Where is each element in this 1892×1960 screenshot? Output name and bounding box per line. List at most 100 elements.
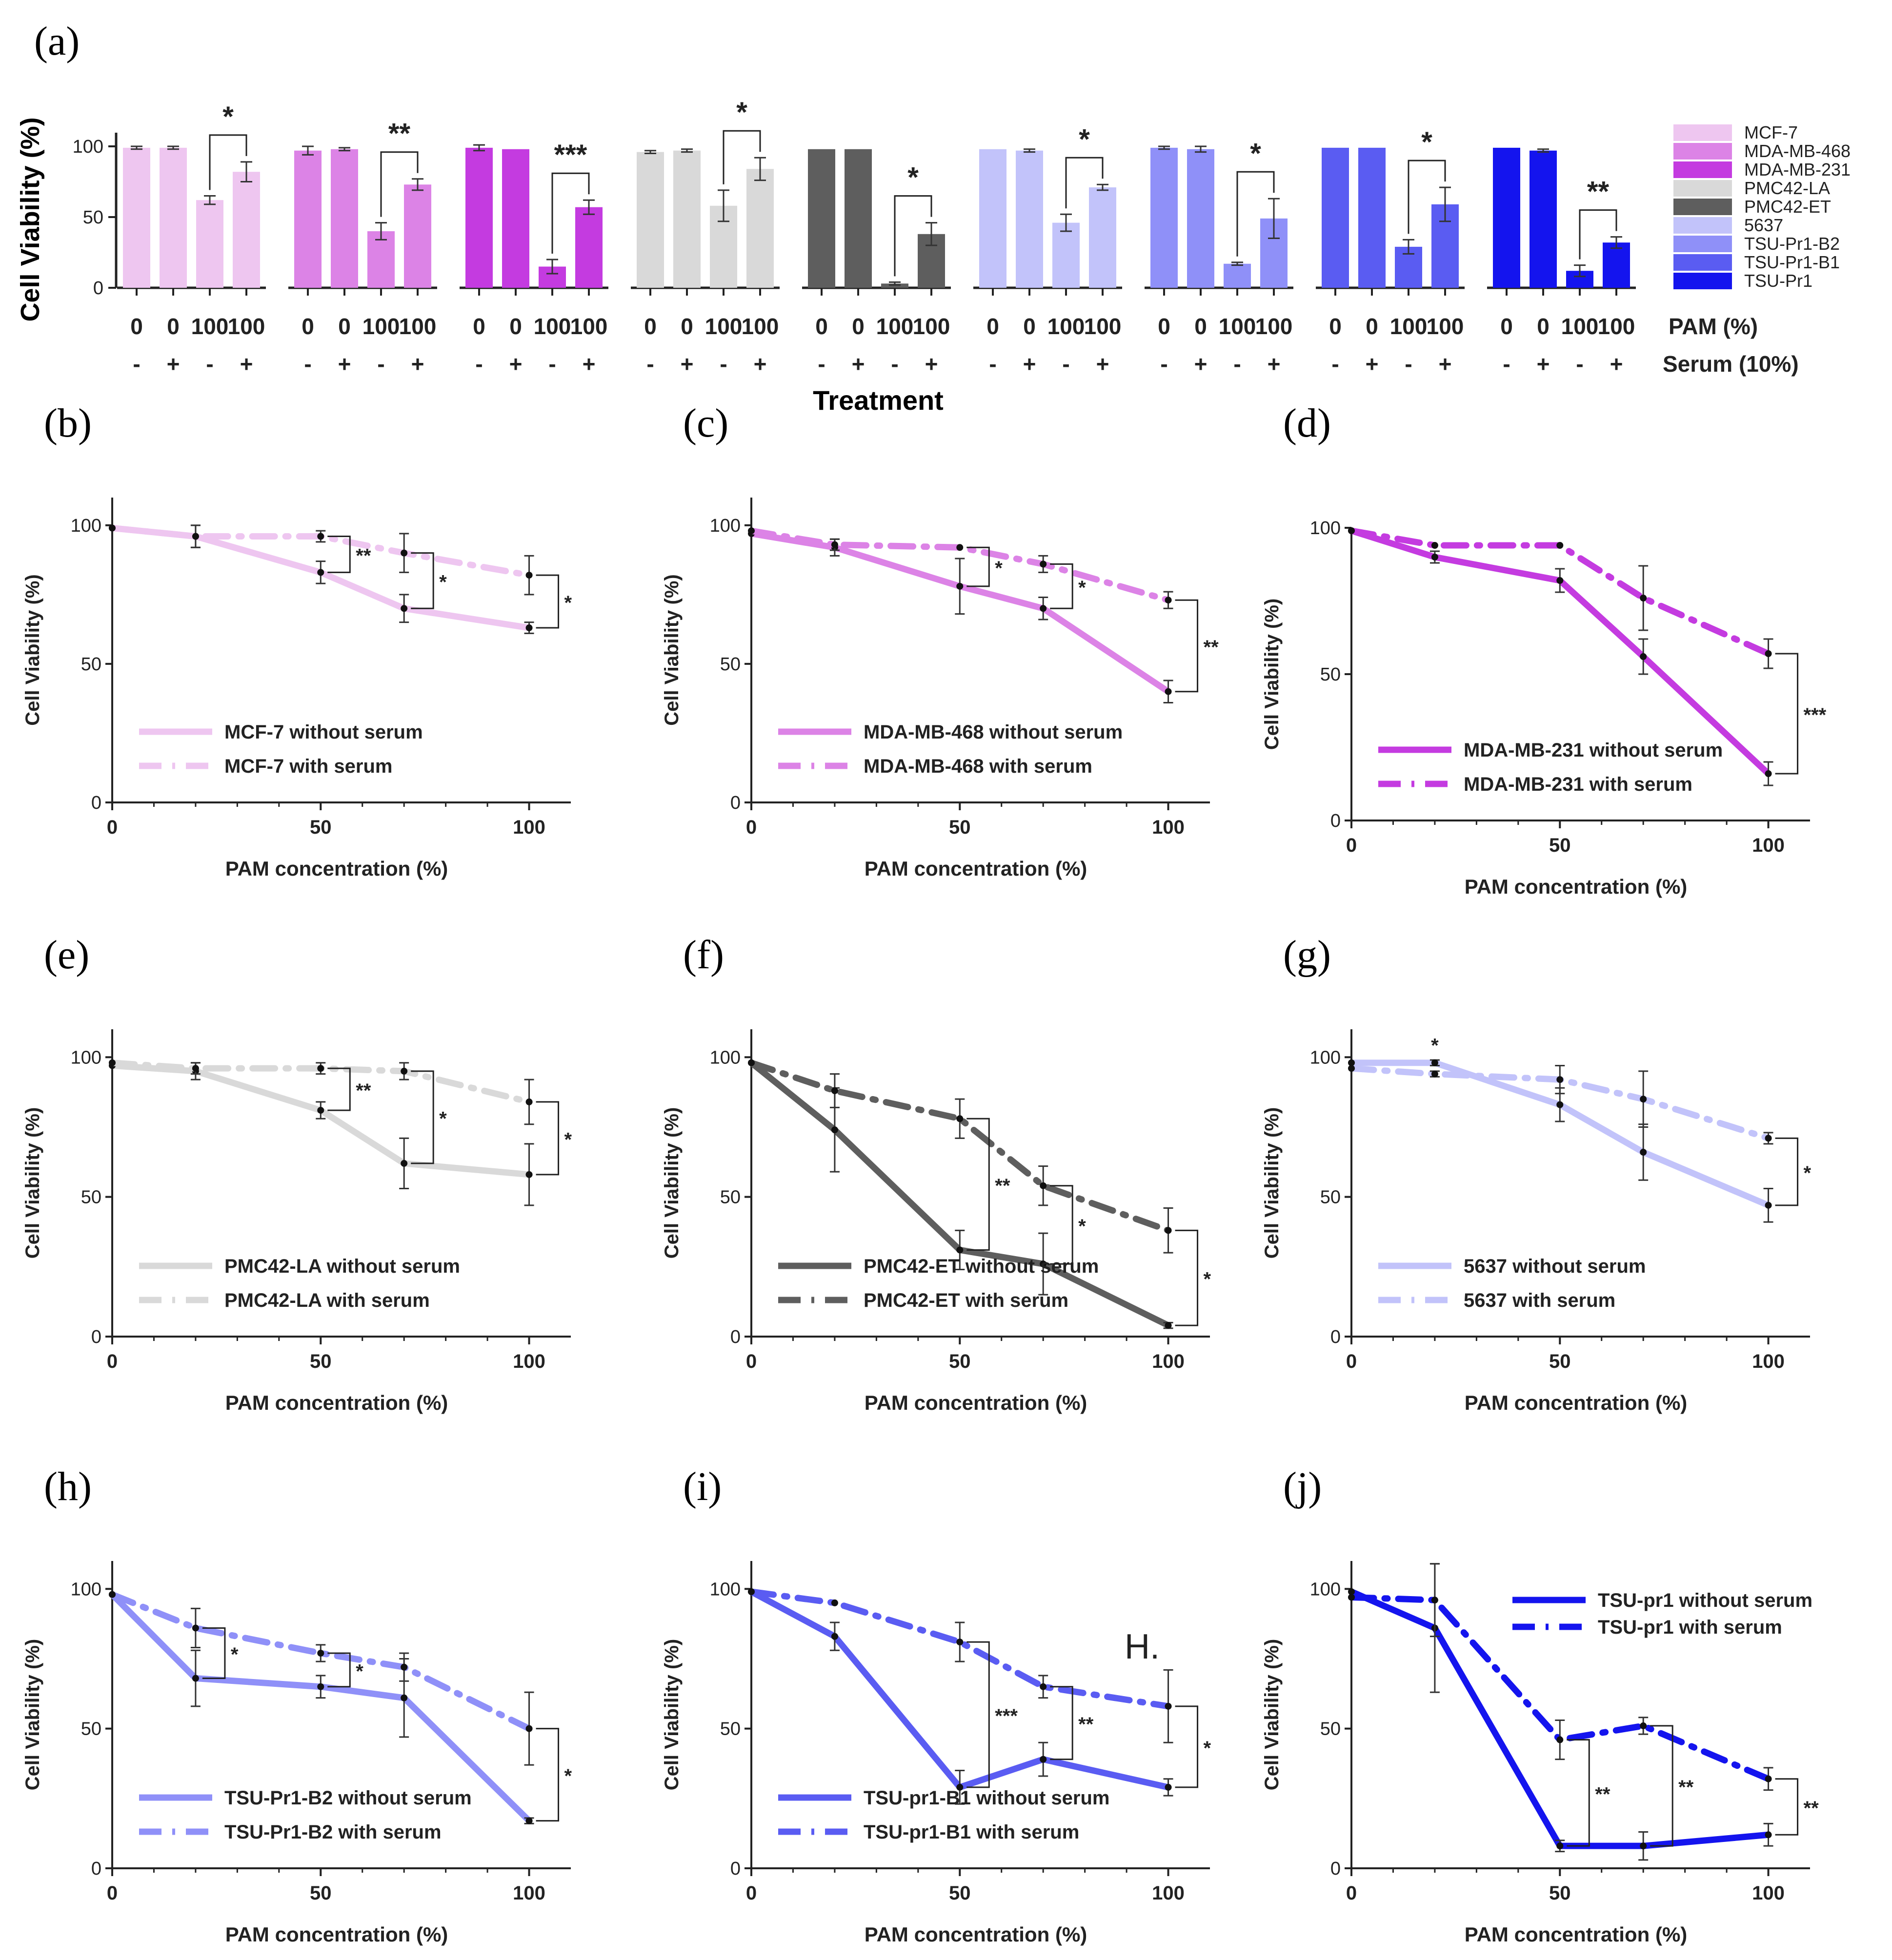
serum-label: - [206, 351, 213, 377]
bar [1052, 222, 1080, 288]
pam-label: 0 [1329, 314, 1342, 339]
series-with-serum [1348, 1563, 1773, 1791]
legend-label: MDA-MB-468 [1744, 141, 1851, 161]
x-axis-title: PAM concentration (%) [225, 1391, 448, 1414]
bar [845, 149, 872, 288]
pam-label: 0 [986, 314, 999, 339]
bar [331, 149, 358, 288]
data-point [1765, 650, 1772, 657]
significance-label: * [231, 1644, 239, 1665]
y-tick-label: 100 [73, 137, 103, 157]
x-tick-label: 50 [310, 1882, 332, 1904]
legend-label: PMC42-LA with serum [224, 1290, 430, 1311]
x-tick-label: 50 [949, 817, 971, 838]
data-point [401, 1160, 408, 1167]
legend-swatch [1673, 161, 1732, 178]
pam-label: 0 [130, 314, 143, 339]
pam-label: 0 [509, 314, 522, 339]
legend-label: PMC42-LA without serum [224, 1256, 460, 1277]
significance-bracket [1050, 1686, 1073, 1760]
bar [196, 200, 223, 288]
series-with-serum [1348, 1064, 1773, 1145]
x-tick-label: 0 [1346, 1882, 1357, 1904]
significance-bracket [536, 574, 560, 629]
bar-group-5637: 0-0+100-100+* [973, 123, 1122, 377]
y-axis-title: Cell Viability (%) [1261, 599, 1283, 750]
y-tick-label: 0 [1330, 811, 1341, 831]
y-tick-label: 100 [710, 1579, 741, 1600]
data-point [1165, 688, 1172, 695]
significance: *** [966, 1641, 1018, 1788]
significance-label: * [1078, 1216, 1086, 1237]
significance-bracket [1175, 599, 1199, 693]
serum-label: + [167, 351, 180, 377]
serum-label: - [1062, 351, 1069, 377]
significance-bracket [1775, 1778, 1799, 1836]
panel-label: (f) [683, 932, 724, 978]
bar-group-TSU-Pr1: 0-0+100-100+** [1487, 147, 1636, 377]
panel-c: (c) 0 50 100 0 50 100 PAM concentration (%) Cell… [661, 400, 1219, 880]
bar [1358, 147, 1386, 288]
significance: * [536, 1728, 572, 1822]
serum-label: - [646, 351, 654, 377]
significance-label: ** [388, 118, 411, 150]
y-tick-label: 50 [1320, 1719, 1341, 1740]
significance-label: ** [1804, 1798, 1819, 1819]
significance-label: * [222, 101, 234, 133]
significance-bracket [1175, 1229, 1199, 1326]
y-tick-label: 0 [91, 793, 101, 813]
data-point [525, 1725, 533, 1732]
significance-label: * [564, 1129, 572, 1150]
significance: ** [1650, 1725, 1694, 1847]
pam-label: 100 [1427, 314, 1464, 339]
data-point [1640, 595, 1647, 601]
significance-bracket [966, 1118, 990, 1251]
legend-label: 5637 with serum [1464, 1290, 1615, 1311]
y-tick-label: 100 [1310, 1047, 1341, 1068]
data-point [1348, 527, 1355, 534]
pam-label: 0 [1023, 314, 1036, 339]
pam-label: 100 [362, 314, 400, 339]
serum-label: + [1537, 351, 1550, 377]
serum-label: - [720, 351, 727, 377]
y-tick-label: 50 [81, 1187, 101, 1208]
data-point [1348, 1065, 1355, 1072]
data-point [317, 1107, 324, 1114]
legend-swatch [1673, 124, 1732, 141]
pam-label: 100 [570, 314, 608, 339]
significance-bracket [327, 1652, 351, 1688]
significance-bracket [1175, 1705, 1199, 1788]
series-line [748, 1588, 1172, 1791]
bar [1089, 187, 1116, 288]
significance-bracket [1567, 1739, 1590, 1847]
significance-label: ** [1595, 1783, 1610, 1805]
series-line [748, 1060, 1172, 1234]
pam-label: 0 [302, 314, 314, 339]
bar-group-MDA-MB-231: 0-0+100-100+*** [460, 139, 608, 377]
serum-label: - [377, 351, 384, 377]
y-tick-label: 50 [81, 654, 101, 675]
significance-label: * [1204, 1269, 1211, 1290]
bar [575, 207, 603, 288]
significance: ** [327, 1067, 371, 1111]
significance: ** [1567, 1739, 1610, 1847]
data-point [1040, 1182, 1047, 1189]
significance-bracket [1408, 160, 1446, 234]
significance-bracket [209, 134, 247, 190]
bar [465, 147, 493, 288]
pam-label: 100 [228, 314, 265, 339]
data-point [1640, 1096, 1647, 1103]
y-axis-title: Cell Viability (%) [1261, 1107, 1283, 1259]
significance-label: * [1250, 138, 1261, 169]
y-tick-label: 0 [93, 278, 103, 299]
bar [746, 169, 774, 288]
y-axis-title: Cell Viability (%) [661, 1639, 683, 1790]
y-axis-title: Cell Viability (%) [22, 1639, 43, 1790]
data-point [1640, 1722, 1647, 1729]
data-point [192, 1624, 199, 1632]
pam-label: 100 [742, 314, 779, 339]
series-with-serum [748, 1059, 1173, 1254]
data-point [956, 544, 964, 551]
data-point [1431, 554, 1438, 560]
data-point [317, 533, 324, 540]
